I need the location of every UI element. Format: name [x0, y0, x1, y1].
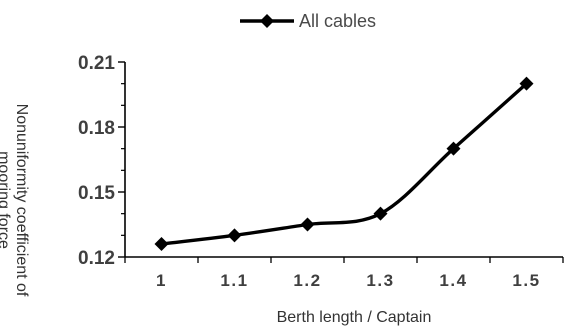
- series-group: [154, 76, 534, 251]
- y-axis-title-line: Nonuniformity coefficient of: [13, 104, 30, 297]
- y-tick-label: 0.21: [78, 53, 115, 74]
- x-tick-label: 1.1: [220, 271, 248, 290]
- y-axis-title-line: mooring force: [0, 151, 12, 249]
- axes: [124, 62, 563, 258]
- legend-marker: [260, 14, 274, 28]
- x-tick-label: 1.5: [512, 271, 540, 290]
- y-axis-title: Nonuniformity coefficient ofmooring forc…: [0, 104, 30, 297]
- y-tick-label: 0.12: [78, 248, 115, 269]
- x-tick-label: 1.4: [439, 271, 467, 290]
- x-axis-title: Berth length / Captain: [277, 309, 432, 326]
- series-line-all-cables: [161, 82, 528, 246]
- legend-label: All cables: [299, 11, 376, 31]
- y-axis-title-text: Nonuniformity coefficient ofmooring forc…: [0, 104, 30, 297]
- ticks: 0.12 0.15 0.18 0.21 1 1.1 1.2 1.3 1.4 1.5: [78, 53, 564, 290]
- legend: All cables: [240, 11, 376, 31]
- x-tick-label: 1: [156, 271, 167, 290]
- data-point-marker: [519, 76, 534, 91]
- data-point-marker: [227, 228, 242, 243]
- data-point-marker: [373, 206, 388, 221]
- y-tick-label: 0.18: [78, 118, 115, 139]
- data-point-marker: [446, 141, 461, 156]
- y-tick-label: 0.15: [78, 183, 115, 204]
- data-point-marker: [300, 217, 315, 232]
- x-tick-label: 1.2: [293, 271, 321, 290]
- x-tick-label: 1.3: [366, 271, 394, 290]
- data-point-marker: [154, 237, 169, 251]
